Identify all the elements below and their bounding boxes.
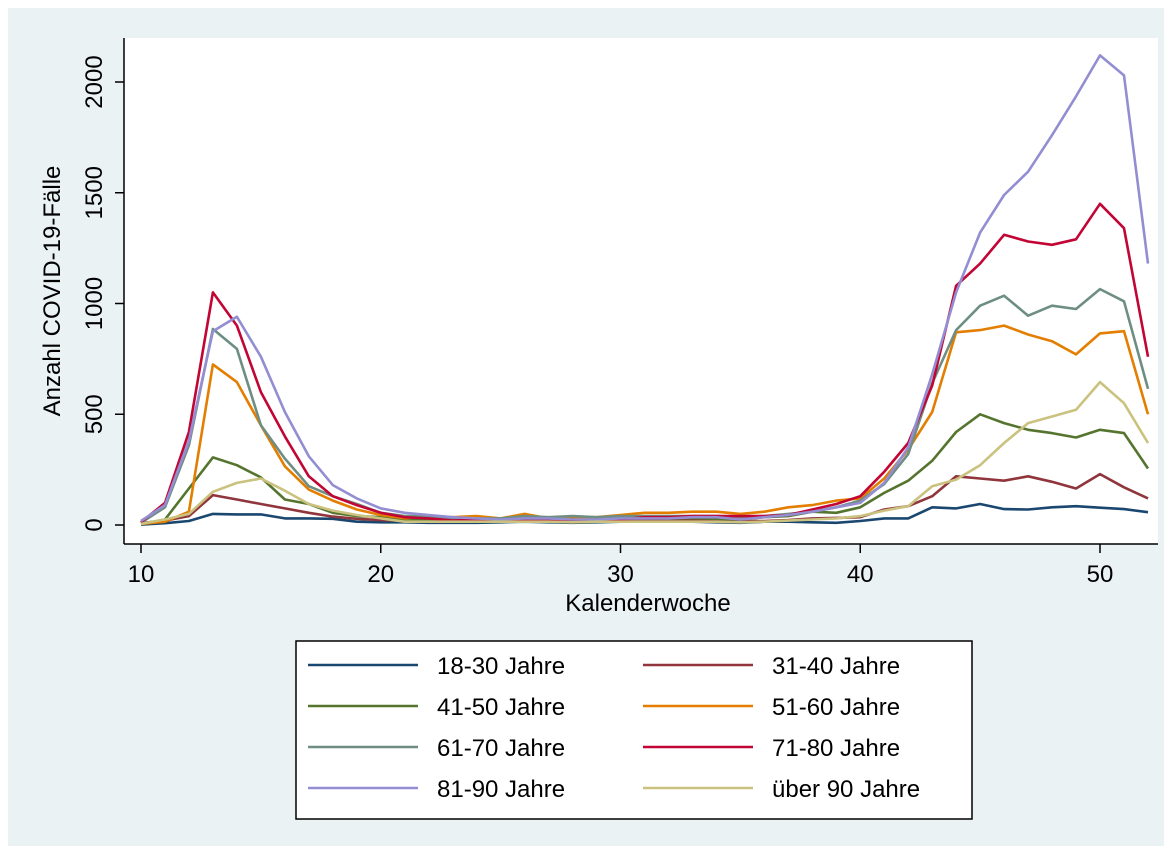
plot-area [124, 38, 1158, 544]
legend-label-8: über 90 Jahre [772, 776, 920, 803]
legend: 18-30 Jahre 31-40 Jahre 41-50 Jahre 51-60 J… [295, 640, 973, 820]
x-tick-label: 40 [847, 561, 874, 588]
axes [123, 38, 1158, 545]
y-axis-title: Anzahl COVID-19-Fälle [39, 166, 66, 417]
series-line-4 [140, 324, 1150, 526]
series-line-7 [140, 54, 1150, 523]
series-line-8 [140, 380, 1150, 526]
legend-label-5: 61-70 Jahre [437, 735, 565, 762]
x-tick-label: 50 [1087, 561, 1114, 588]
legend-label-4: 51-60 Jahre [772, 694, 900, 721]
legend-label-7: 81-90 Jahre [437, 776, 565, 803]
legend-box [295, 640, 973, 820]
y-tick-label: 1000 [81, 277, 108, 330]
y-tick-label: 0 [81, 518, 108, 531]
x-tick-label: 20 [367, 561, 394, 588]
legend-label-2: 31-40 Jahre [772, 653, 900, 680]
legend-label-3: 41-50 Jahre [437, 694, 565, 721]
x-axis-title: Kalenderwoche [565, 590, 730, 617]
legend-label-1: 18-30 Jahre [437, 653, 565, 680]
y-tick-label: 1500 [81, 166, 108, 219]
x-tick-label: 30 [607, 561, 634, 588]
y-tick-label: 500 [81, 394, 108, 434]
series-lines [140, 54, 1150, 526]
legend-label-6: 71-80 Jahre [772, 735, 900, 762]
x-tick-label: 10 [128, 561, 155, 588]
y-tick-label: 2000 [81, 55, 108, 108]
